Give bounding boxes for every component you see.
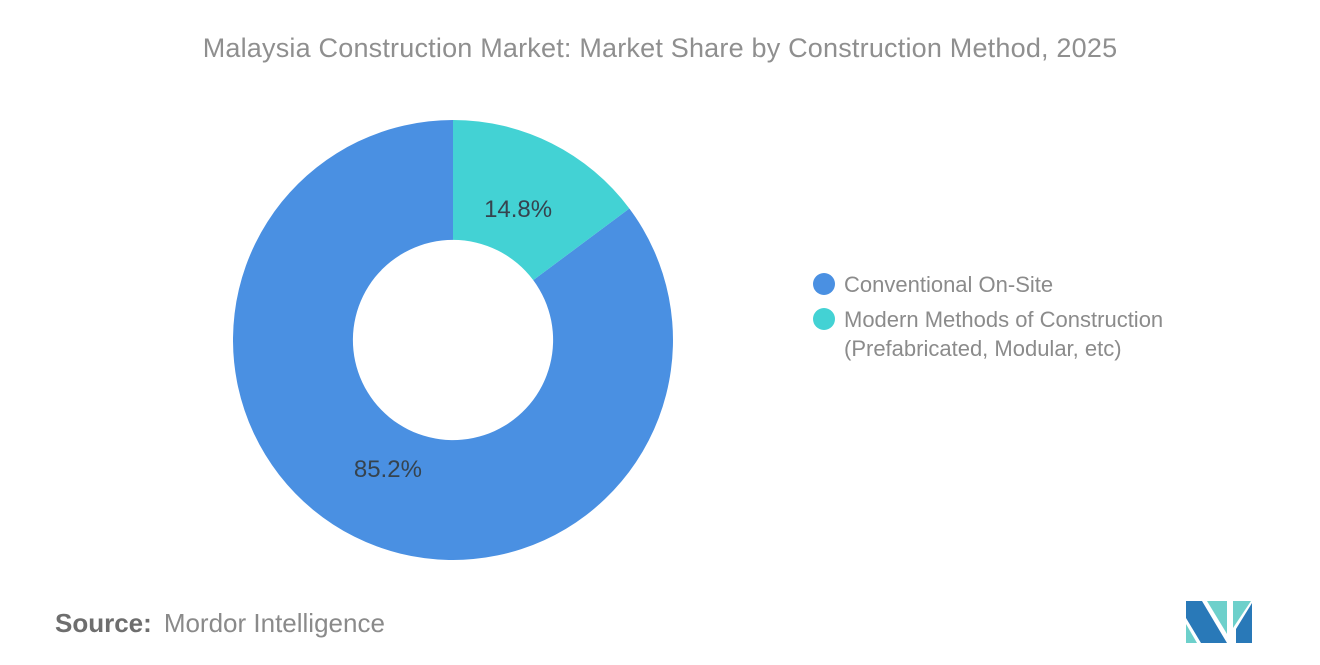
slice-label-modern-methods-of-construction: 14.8% — [484, 196, 553, 224]
donut-chart: 85.2% 14.8% — [233, 120, 673, 560]
source-value: Mordor Intelligence — [163, 608, 385, 638]
mordor-intelligence-logo — [1186, 601, 1252, 643]
donut-slice-conventional-on-site — [233, 120, 673, 560]
legend-item-modern-methods: Modern Methods of Construction (Prefabri… — [813, 305, 1194, 363]
donut-slice-modern-methods-of-construction — [453, 120, 630, 281]
source-row: Source: Mordor Intelligence — [55, 608, 385, 639]
legend-item-conventional-on-site: Conventional On-Site — [813, 270, 1194, 299]
chart-title: Malaysia Construction Market: Market Sha… — [202, 33, 1118, 63]
donut-chart-svg — [233, 120, 673, 560]
legend-marker-icon — [813, 273, 835, 295]
legend-label-modern-methods: Modern Methods of Construction (Prefabri… — [844, 307, 1164, 361]
legend-marker-icon — [813, 308, 835, 330]
legend: Conventional On-Site Modern Methods of C… — [813, 270, 1194, 369]
source-label: Source: — [55, 608, 152, 638]
legend-label-conventional-on-site: Conventional On-Site — [844, 272, 1054, 297]
mordor-intelligence-logo-icon — [1186, 601, 1252, 643]
slice-label-conventional-on-site: 85.2% — [353, 455, 422, 483]
